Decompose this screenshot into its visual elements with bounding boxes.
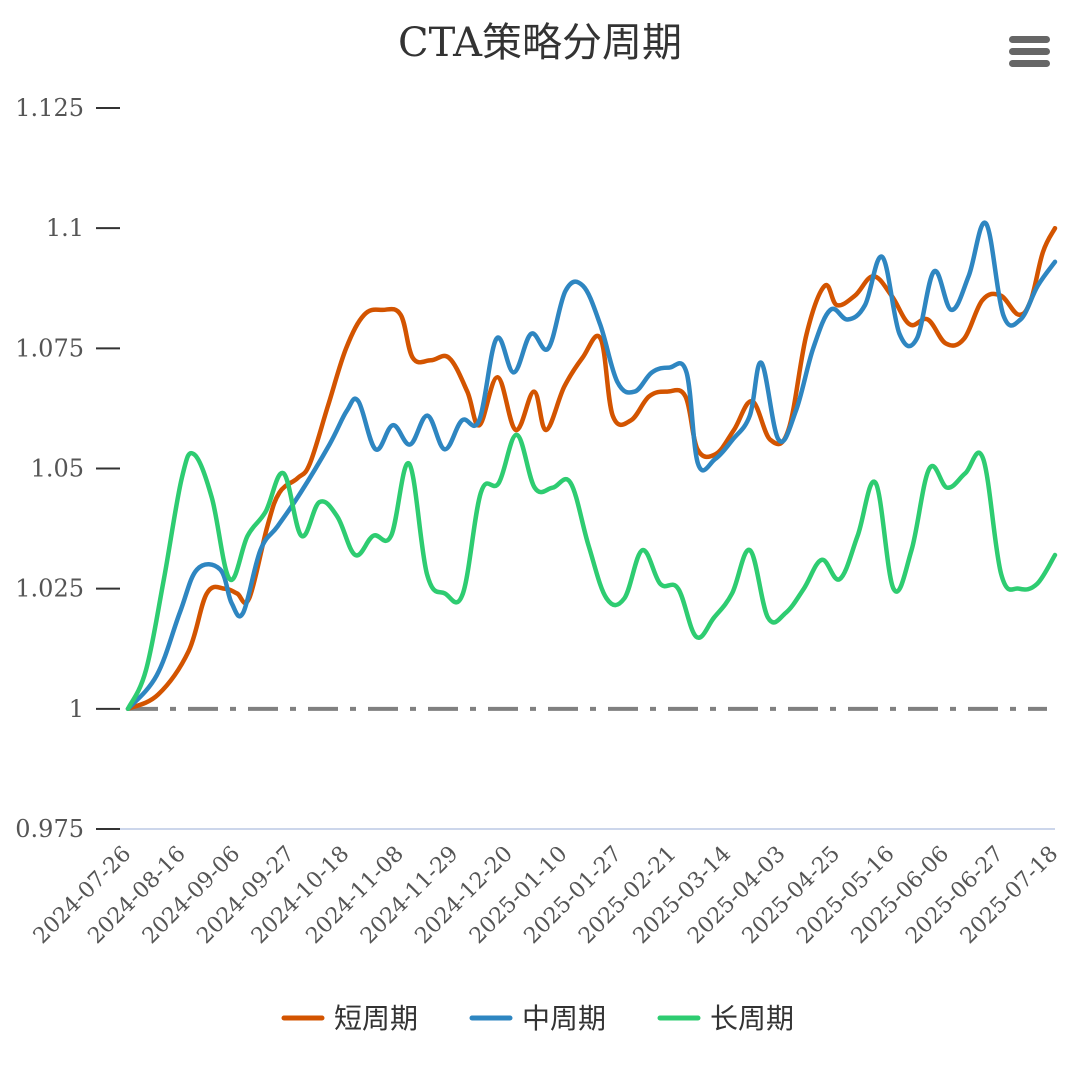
plot-area — [125, 220, 1058, 712]
hamburger-menu-icon — [1009, 36, 1050, 67]
chart-title: CTA策略分周期 — [398, 20, 682, 66]
y-tick-label: 0.975 — [15, 815, 84, 843]
series-line-0[interactable] — [125, 225, 1058, 712]
legend-label-2[interactable]: 长周期 — [710, 1002, 794, 1035]
y-tick-label: 1.075 — [15, 334, 84, 362]
legend-label-1[interactable]: 中周期 — [522, 1002, 606, 1035]
y-tick-label: 1.025 — [15, 575, 84, 603]
series-line-2[interactable] — [125, 432, 1058, 712]
y-tick-label: 1.125 — [15, 94, 84, 122]
series-line-1[interactable] — [125, 220, 1058, 712]
y-tick-label: 1 — [69, 695, 84, 723]
menu-button[interactable] — [1000, 28, 1058, 74]
y-axis: 0.975 1 1.025 1.05 1.075 1.1 1.125 — [15, 94, 120, 843]
y-tick-label: 1.05 — [31, 455, 84, 483]
legend: 短周期 中周期 长周期 — [281, 1002, 794, 1035]
y-tick-label: 1.1 — [46, 214, 84, 242]
x-axis: 2024-07-262024-08-162024-09-062024-09-27… — [29, 828, 1063, 949]
legend-label-0[interactable]: 短周期 — [334, 1002, 418, 1035]
